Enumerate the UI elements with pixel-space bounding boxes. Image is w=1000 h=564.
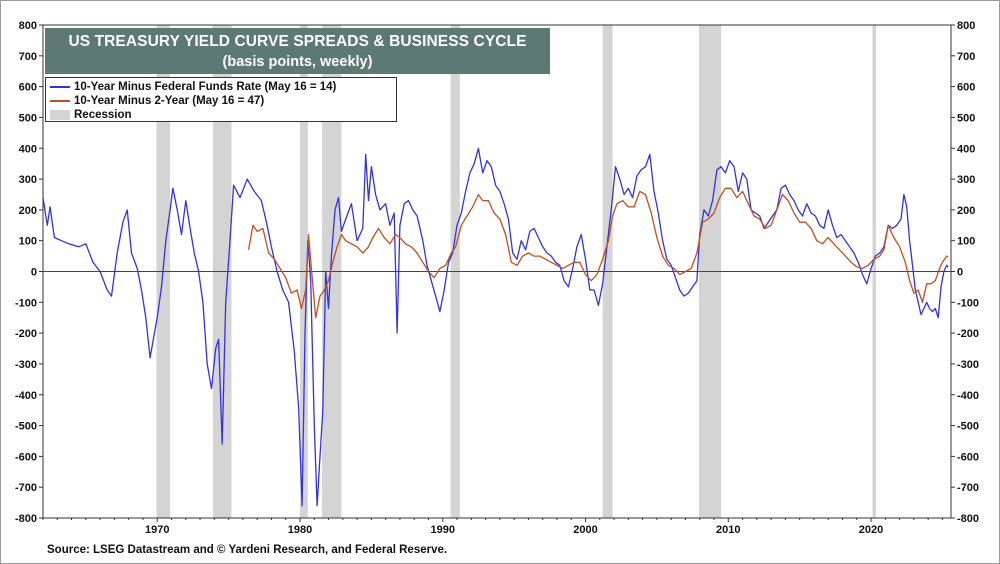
legend-label-recession: Recession bbox=[74, 109, 132, 121]
legend: 10-Year Minus Federal Funds Rate (May 16… bbox=[45, 77, 397, 122]
y-tick-label-left: 400 bbox=[19, 143, 37, 155]
y-tick-label-left: 800 bbox=[19, 20, 37, 32]
y-tick-label-right: -800 bbox=[957, 513, 979, 525]
y-tick-label-right: 700 bbox=[957, 51, 975, 63]
x-tick-label: 2000 bbox=[573, 524, 597, 536]
y-tick-label-left: 0 bbox=[31, 267, 37, 279]
y-tick-label-left: -600 bbox=[15, 451, 37, 463]
y-tick-label-right: 200 bbox=[957, 205, 975, 217]
y-tick-label-left: -300 bbox=[15, 359, 37, 371]
series-line-0 bbox=[42, 147, 949, 507]
x-tick-label: 1990 bbox=[431, 524, 455, 536]
y-tick-label-left: 700 bbox=[19, 51, 37, 63]
x-axis: 1970 1980 1990 2000 2010 2020 bbox=[42, 518, 943, 536]
y-tick-label-left: 100 bbox=[19, 236, 37, 248]
legend-item-ffr: 10-Year Minus Federal Funds Rate (May 16… bbox=[50, 80, 336, 94]
y-tick-label-left: -500 bbox=[15, 421, 37, 433]
y-tick-label-right: 300 bbox=[957, 174, 975, 186]
source-note: Source: LSEG Datastream and © Yardeni Re… bbox=[47, 544, 448, 556]
chart-title-box: US TREASURY YIELD CURVE SPREADS & BUSINE… bbox=[45, 28, 550, 74]
x-tick-label: 2020 bbox=[859, 524, 883, 536]
x-tick-label: 2010 bbox=[716, 524, 740, 536]
y-tick-label-right: 600 bbox=[957, 82, 975, 94]
y-tick-label-right: -500 bbox=[957, 421, 979, 433]
y-axis-left: -800 -700 -600 -500 -400 -300 -200 -100 0 100 200 3… bbox=[15, 20, 43, 525]
y-tick-label-right: -600 bbox=[957, 451, 979, 463]
y-tick-label-left: 300 bbox=[19, 174, 37, 186]
y-tick-label-left: -400 bbox=[15, 390, 37, 402]
chart-subtitle: (basis points, weekly) bbox=[222, 54, 373, 70]
y-tick-label-left: -800 bbox=[15, 513, 37, 525]
y-tick-label-right: 100 bbox=[957, 236, 975, 248]
chart-title: US TREASURY YIELD CURVE SPREADS & BUSINE… bbox=[68, 33, 527, 50]
y-tick-label-right: -700 bbox=[957, 482, 979, 494]
y-tick-label-right: -400 bbox=[957, 390, 979, 402]
y-tick-label-right: 500 bbox=[957, 112, 975, 124]
y-tick-label-right: 0 bbox=[957, 267, 963, 279]
y-tick-label-left: -700 bbox=[15, 482, 37, 494]
y-tick-label-right: -300 bbox=[957, 359, 979, 371]
legend-swatch-2y bbox=[50, 99, 70, 102]
y-tick-label-left: -100 bbox=[15, 297, 37, 309]
x-tick-label: 1970 bbox=[145, 524, 169, 536]
series-line-1 bbox=[247, 187, 949, 319]
series-lines bbox=[42, 147, 949, 507]
legend-label-2y: 10-Year Minus 2-Year (May 16 = 47) bbox=[74, 95, 265, 107]
y-tick-label-right: 800 bbox=[957, 20, 975, 32]
y-tick-label-left: 500 bbox=[19, 112, 37, 124]
legend-item-recession: Recession bbox=[50, 108, 132, 122]
y-tick-label-right: -200 bbox=[957, 328, 979, 340]
legend-label-ffr: 10-Year Minus Federal Funds Rate (May 16… bbox=[74, 81, 337, 93]
y-tick-label-left: 600 bbox=[19, 82, 37, 94]
y-axis-right: -800 -700 -600 -500 -400 -300 -200 -100 0 100 200 3… bbox=[951, 20, 979, 525]
y-tick-label-right: -100 bbox=[957, 297, 979, 309]
x-tick-label: 1980 bbox=[288, 524, 312, 536]
y-tick-label-right: 400 bbox=[957, 143, 975, 155]
legend-item-2y: 10-Year Minus 2-Year (May 16 = 47) bbox=[50, 94, 264, 108]
legend-swatch-ffr bbox=[50, 85, 70, 88]
legend-swatch-recession bbox=[50, 109, 70, 120]
y-tick-label-left: -200 bbox=[15, 328, 37, 340]
y-tick-label-left: 200 bbox=[19, 205, 37, 217]
